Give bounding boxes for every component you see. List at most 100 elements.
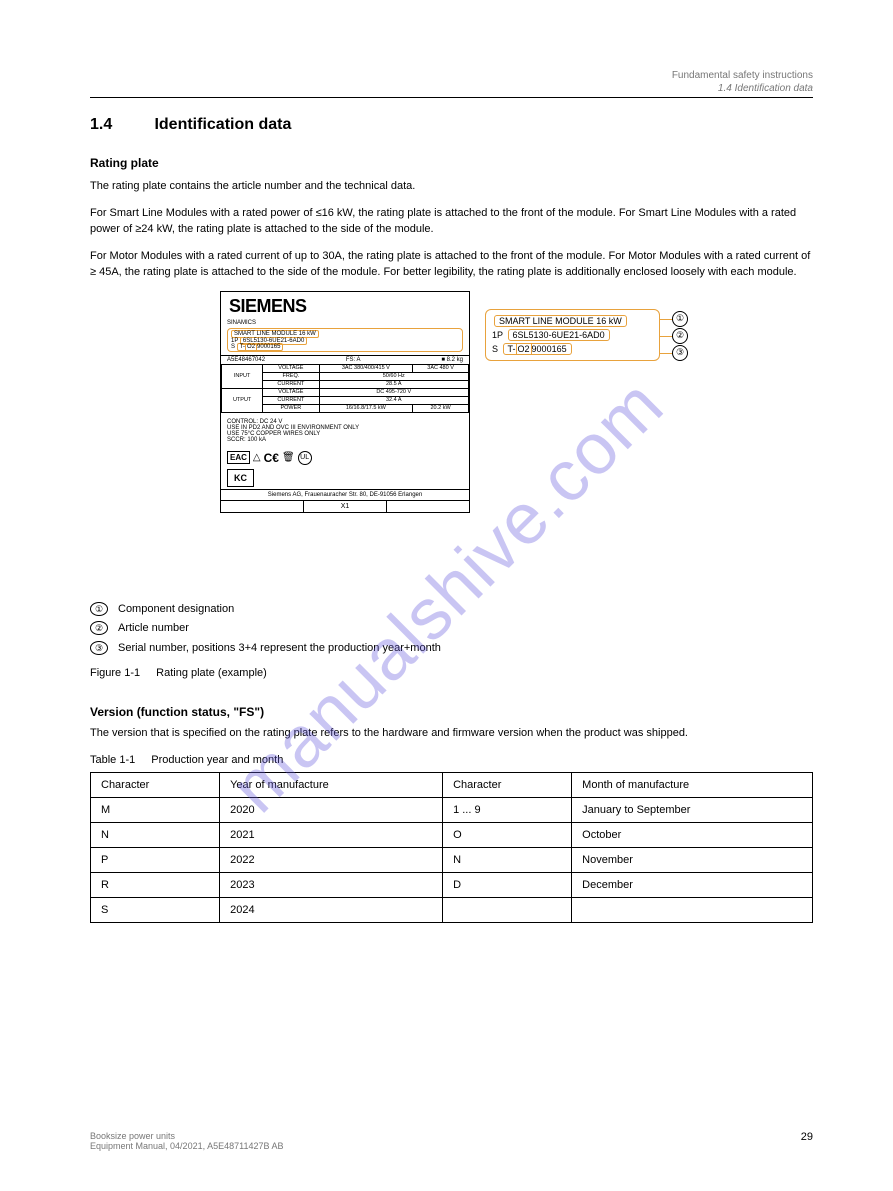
circle-2: ② [672,328,688,344]
col-header-1: Character [91,772,220,797]
header-chapter: Fundamental safety instructions [90,70,813,81]
ce-mark: C€ [264,451,279,465]
figure-label: Figure 1-1 [90,667,140,679]
circle-3: ③ [672,345,688,361]
legend-text-3: Serial number, positions 3+4 represent t… [118,640,441,658]
table-row: M20201 ... 9January to September [91,797,813,822]
table-row: N2021OOctober [91,822,813,847]
co3b: O2 [516,343,532,355]
table-row: R2023DDecember [91,872,813,897]
spec-cell: 3AC 480 V [413,364,469,372]
spec-cell: VOLTAGE [263,388,319,396]
circle-1: ① [672,311,688,327]
plate-sn: T-O29000165 [237,343,284,351]
cell: 2024 [220,897,443,922]
rcm-mark: △ [253,452,261,463]
plate-spec-table: INPUTVOLTAGE3AC 380/400/415 V3AC 480 V F… [221,364,469,413]
para-rp-2a: For Smart Line Modules with a rated powe… [90,205,813,238]
callout-2-prefix: 1P [492,330,503,340]
page-number: 29 [801,1131,813,1151]
callout-3-prefix: S [492,344,498,354]
cell: O [443,822,572,847]
plate-family: SINAMICS [221,319,469,327]
table-row: S2024 [91,897,813,922]
plate-addr: Siemens AG, Frauenauracher Str. 80, DE-9… [221,489,469,500]
spec-cell: VOLTAGE [263,364,319,372]
plate-fs: FS: A [346,357,361,363]
page-footer: Booksize power units Equipment Manual, 0… [90,1131,813,1151]
sn-b: O2 [245,343,257,351]
ul-mark: UL [298,451,312,465]
cell [443,897,572,922]
plate-highlight-group: SMART LINE MODULE 16 kW 1P 6SL5130-6UE21… [227,328,463,352]
plate-footer: X1 [221,500,469,512]
cell: N [443,847,572,872]
subheading-ratingplate: Rating plate [90,156,813,170]
tbl-input: INPUT [222,364,263,388]
section-title: Identification data [154,116,291,134]
spec-cell: DC 495-720 V [319,388,468,396]
co3a: T- [508,344,516,354]
callout-2: 6SL5130-6UE21-6AD0 [508,329,610,341]
page: Fundamental safety instructions 1.4 Iden… [0,0,893,1191]
callout-box: SMART LINE MODULE 16 kW 1P 6SL5130-6UE21… [485,309,660,361]
legend-num-3: ③ [90,641,108,655]
top-rule [90,97,813,98]
spec-cell: 3AC 380/400/415 V [319,364,413,372]
legend-num-2: ② [90,621,108,635]
figure-ratingplate: SIEMENS SINAMICS SMART LINE MODULE 16 kW… [220,291,690,591]
cell: D [443,872,572,897]
cell: November [572,847,813,872]
weee-icon: 🗑 [282,452,295,463]
plate-sn-prefix: S [231,344,235,350]
cell: December [572,872,813,897]
spec-cell: CURRENT [263,380,319,388]
production-table: Character Year of manufacture Character … [90,772,813,923]
header-section: 1.4 Identification data [90,83,813,94]
cell: 2023 [220,872,443,897]
spec-cell: FREQ. [263,372,319,380]
cell: N [91,822,220,847]
table-row: P2022NNovember [91,847,813,872]
kc-mark: KC [221,467,469,489]
fs-para: The version that is specified on the rat… [90,725,813,742]
figure-caption: Rating plate (example) [156,667,267,679]
spec-cell: POWER [263,404,319,412]
footer-title: Booksize power units [90,1131,283,1141]
fs-heading: Version (function status, "FS") [90,705,813,719]
para-rp-2b: For Motor Modules with a rated current o… [90,248,813,281]
cell: October [572,822,813,847]
spec-cell: 20.2 kW [413,404,469,412]
plate-weight: ■ 8.2 kg [441,357,463,363]
callout-1: SMART LINE MODULE 16 kW [494,315,627,327]
spec-cell: 28.5 A [319,380,468,388]
spec-cell: 50/60 Hz [319,372,468,380]
spec-cell: 32.4 A [319,396,468,404]
footer-cell-x1: X1 [303,501,386,512]
cell: S [91,897,220,922]
col-header-4: Month of manufacture [572,772,813,797]
table-label: Table 1-1 [90,754,135,766]
cell: January to September [572,797,813,822]
cell: 2021 [220,822,443,847]
footer-docref: Equipment Manual, 04/2021, A5E48711427B … [90,1141,283,1151]
co3c: 9000165 [532,344,567,354]
col-header-2: Year of manufacture [220,772,443,797]
spec-cell: CURRENT [263,396,319,404]
cell: M [91,797,220,822]
sn-c: 9000165 [257,344,280,350]
cell: R [91,872,220,897]
callout-3: T-O29000165 [503,343,572,355]
eac-mark: EAC [227,451,250,464]
plate-notes: CONTROL: DC 24 V USE IN PD2 AND OVC III … [221,413,469,449]
footer-cell-1 [221,501,303,512]
cert-marks: EAC △ C€ 🗑 UL [221,449,469,467]
plate-brand: SIEMENS [221,292,469,319]
table-title: Production year and month [151,754,283,766]
spec-cell: 16/16.8/17.5 kW [319,404,413,412]
note-sccr: SCCR: 100 kA [227,437,463,443]
section-number: 1.4 [90,116,150,134]
footer-cell-3 [386,501,469,512]
legend-text-1: Component designation [118,601,234,619]
cell: 1 ... 9 [443,797,572,822]
